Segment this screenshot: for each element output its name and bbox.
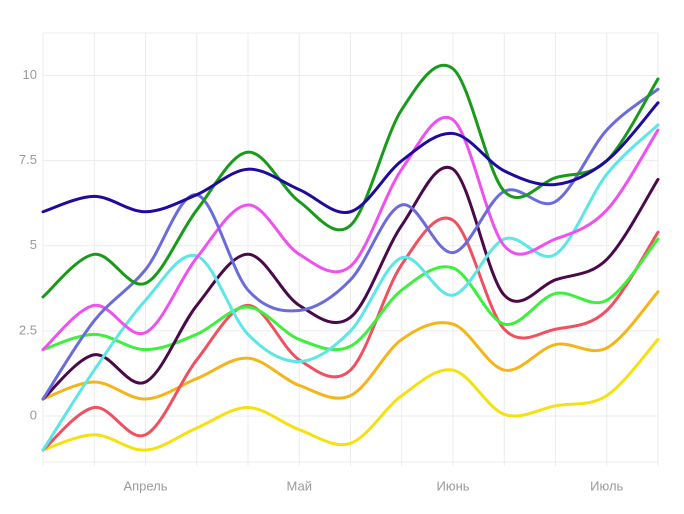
y-tick-label: 10 xyxy=(23,67,37,82)
series-line xyxy=(41,290,660,401)
series-line xyxy=(41,337,660,452)
series-line xyxy=(41,87,660,401)
series-line xyxy=(41,123,660,452)
y-tick-label: 7.5 xyxy=(19,152,37,167)
x-tick-label: Апрель xyxy=(123,478,167,493)
series-line xyxy=(41,237,660,352)
series-line xyxy=(41,115,660,352)
y-tick-label: 2.5 xyxy=(19,322,37,337)
y-tick-label: 5 xyxy=(30,237,37,252)
series-line xyxy=(41,165,660,401)
y-tick-label: 0 xyxy=(30,407,37,422)
series-line xyxy=(41,216,660,452)
x-tick-label: Май xyxy=(287,478,312,493)
series-line xyxy=(41,101,660,214)
series-line xyxy=(41,63,660,299)
x-tick-label: Июль xyxy=(590,478,623,493)
x-tick-label: Июнь xyxy=(436,478,469,493)
